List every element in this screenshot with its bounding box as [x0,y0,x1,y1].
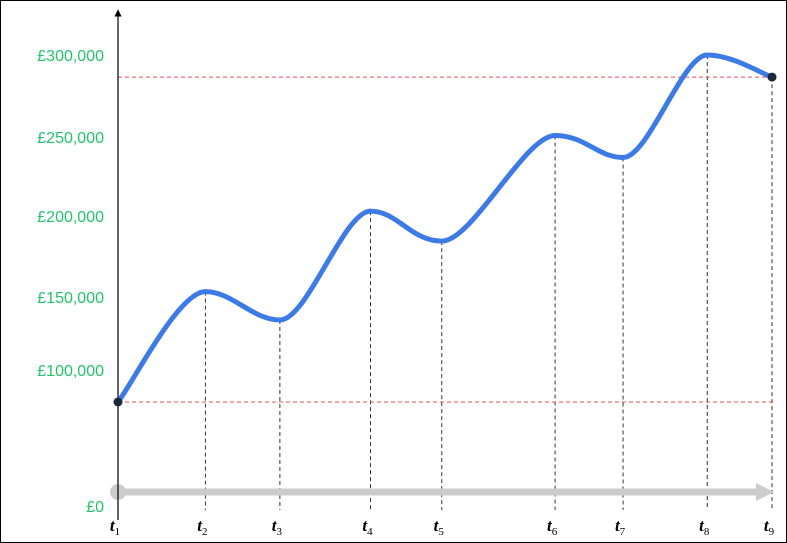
x-tick-label-t5: t5 [434,516,445,538]
y-tick-label: £250,000 [37,130,104,147]
endpoint-marker-t1 [113,397,123,407]
y-tick-labels: £0 £100,000 £150,000 £200,000 £250,000 £300,0… [37,48,104,516]
endpoint-markers [113,72,777,407]
data-point-t2 [203,290,207,294]
data-point-t3 [278,318,282,322]
x-tick-label-t2: t2 [197,516,207,538]
series [115,52,775,405]
y-tick-label: £100,000 [37,363,104,380]
reference-lines [118,76,776,403]
series-line [115,52,775,405]
x-tick-label-t8: t8 [699,516,710,538]
x-tick-label-t4: t4 [362,516,373,538]
data-point-t4 [369,209,373,213]
y-tick-label: £0 [86,499,104,516]
x-tick-labels: t1 t2 t3 t4 t5 t6 t7 t8 t9 [110,516,775,538]
y-tick-label: £150,000 [37,290,104,307]
y-tick-label: £200,000 [37,209,104,226]
x-tick-label-t7: t7 [615,516,626,538]
x-tick-label-t1: t1 [110,516,120,538]
endpoint-marker-t9 [767,72,777,82]
time-arrow-head [756,483,774,501]
vertical-guides [204,55,773,510]
data-point-t5 [440,239,444,243]
time-arrow [110,483,774,501]
data-point-t8 [705,53,709,57]
data-point-t7 [621,156,625,160]
data-point-t6 [553,133,557,137]
x-tick-label-t6: t6 [547,516,558,538]
x-tick-label-t9: t9 [764,516,775,538]
x-tick-label-t3: t3 [272,516,283,538]
y-tick-label: £300,000 [37,48,104,65]
